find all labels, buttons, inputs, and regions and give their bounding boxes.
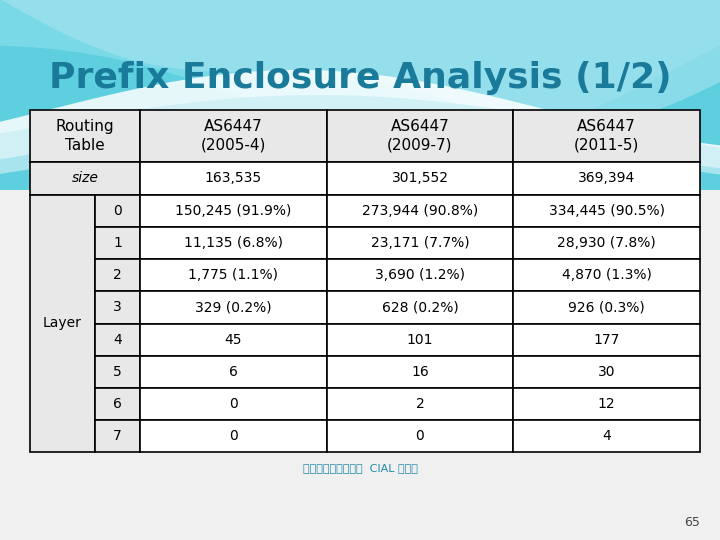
Bar [327,259,513,292]
Text: 12: 12 [598,397,616,411]
Bar [513,420,700,452]
Text: 101: 101 [407,333,433,347]
Bar [513,323,700,356]
Polygon shape [0,95,720,174]
Text: 23,171 (7.7%): 23,171 (7.7%) [371,236,469,250]
Bar [95,259,140,292]
Text: 6: 6 [229,364,238,379]
Text: 334,445 (90.5%): 334,445 (90.5%) [549,204,665,218]
Bar [30,110,140,162]
Bar [140,259,327,292]
Text: 2: 2 [113,268,122,282]
Text: 4: 4 [113,333,122,347]
Text: 16: 16 [411,364,429,379]
Bar [513,110,700,162]
Bar [95,195,140,227]
Text: 150,245 (91.9%): 150,245 (91.9%) [175,204,292,218]
Text: 3,690 (1.2%): 3,690 (1.2%) [375,268,465,282]
Bar [140,388,327,420]
Text: 3: 3 [113,300,122,314]
Bar [140,292,327,323]
Text: 301,552: 301,552 [392,172,449,186]
Bar [327,388,513,420]
Bar [513,259,700,292]
Text: 329 (0.2%): 329 (0.2%) [195,300,271,314]
Bar [327,356,513,388]
Text: 6: 6 [113,397,122,411]
Text: 4: 4 [603,429,611,443]
Bar [513,162,700,195]
Text: AS6447
(2005-4): AS6447 (2005-4) [201,119,266,153]
Text: size: size [71,172,99,186]
Text: 2: 2 [415,397,424,411]
Text: 0: 0 [415,429,424,443]
Text: 0: 0 [229,429,238,443]
Bar [140,162,327,195]
Bar [513,292,700,323]
Bar [95,292,140,323]
Bar [140,110,327,162]
Bar [140,420,327,452]
Bar [140,195,327,227]
Text: 369,394: 369,394 [578,172,635,186]
Text: 1: 1 [113,236,122,250]
Text: 0: 0 [229,397,238,411]
Bar [327,292,513,323]
Bar [30,195,95,452]
Text: 4,870 (1.3%): 4,870 (1.3%) [562,268,652,282]
Bar [95,356,140,388]
Bar [327,110,513,162]
Text: 成功大學資訊工程系  CIAL 實驗室: 成功大學資訊工程系 CIAL 實驗室 [302,463,418,473]
Text: AS6447
(2011-5): AS6447 (2011-5) [574,119,639,153]
Text: AS6447
(2009-7): AS6447 (2009-7) [387,119,453,153]
Bar [30,162,140,195]
Bar [140,323,327,356]
Text: 30: 30 [598,364,616,379]
Bar [140,356,327,388]
Bar [513,356,700,388]
Text: 65: 65 [684,516,700,529]
Text: 0: 0 [113,204,122,218]
Text: 45: 45 [225,333,242,347]
Text: Routing
Table: Routing Table [55,119,114,153]
Polygon shape [0,70,720,168]
Bar [95,388,140,420]
Text: 28,930 (7.8%): 28,930 (7.8%) [557,236,656,250]
Polygon shape [0,0,720,144]
Text: 273,944 (90.8%): 273,944 (90.8%) [362,204,478,218]
Bar [327,323,513,356]
Text: 11,135 (6.8%): 11,135 (6.8%) [184,236,283,250]
Text: 1,775 (1.1%): 1,775 (1.1%) [189,268,279,282]
Bar [513,227,700,259]
Bar [513,195,700,227]
Text: 7: 7 [113,429,122,443]
Polygon shape [0,0,720,125]
Bar [513,388,700,420]
Bar [327,162,513,195]
Text: Layer: Layer [43,316,82,330]
Bar [95,323,140,356]
Polygon shape [0,0,720,190]
Bar [327,195,513,227]
Bar [95,420,140,452]
Text: 628 (0.2%): 628 (0.2%) [382,300,459,314]
Bar [95,227,140,259]
Text: 926 (0.3%): 926 (0.3%) [568,300,645,314]
Text: 5: 5 [113,364,122,379]
Text: 177: 177 [593,333,620,347]
Bar [327,227,513,259]
Bar [327,420,513,452]
Text: 163,535: 163,535 [204,172,262,186]
Bar [140,227,327,259]
Text: Prefix Enclosure Analysis (1/2): Prefix Enclosure Analysis (1/2) [49,61,671,95]
